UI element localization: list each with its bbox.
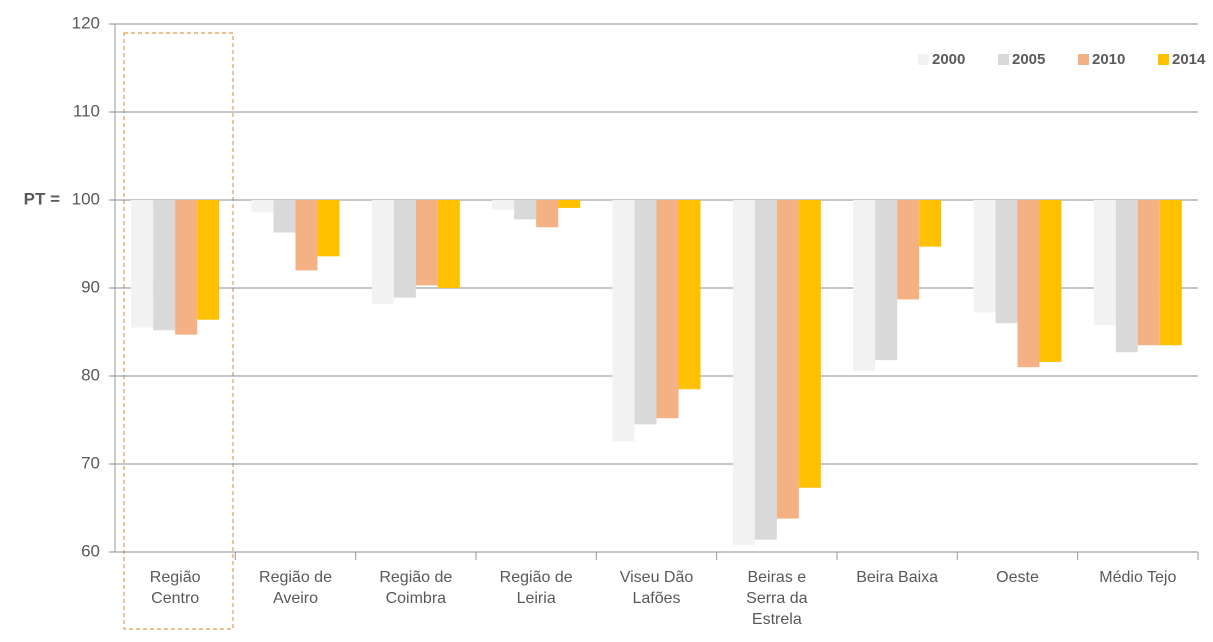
x-tick-label: Região de Coimbra — [379, 569, 453, 607]
bar — [776, 200, 799, 519]
legend-swatch — [1078, 54, 1089, 65]
legend-swatch — [918, 54, 929, 65]
y-tick-label: 90 — [81, 277, 100, 296]
bar — [317, 200, 340, 257]
bar — [919, 200, 942, 247]
y-tick-label: 110 — [73, 101, 100, 120]
bar — [153, 200, 176, 331]
bar — [273, 200, 296, 233]
bar — [897, 200, 920, 300]
bar — [1115, 200, 1138, 353]
bar — [1159, 200, 1182, 346]
x-tick-label: Beira Baixa — [856, 569, 939, 586]
bar — [656, 200, 679, 419]
bar — [437, 200, 460, 288]
bar — [558, 200, 581, 208]
bar — [415, 200, 438, 286]
bar — [295, 200, 318, 271]
bar — [875, 200, 898, 361]
x-tick-label: Região de Leiria — [499, 569, 573, 607]
y-tick-label: 120 — [72, 13, 100, 32]
bar — [492, 200, 515, 210]
bar — [995, 200, 1018, 324]
x-tick-label: Região Centro — [149, 569, 201, 607]
y-tick-label: 70 — [81, 453, 100, 472]
legend-label: 2010 — [1092, 51, 1125, 68]
x-tick-label: Beiras e Serra da Estrela — [746, 569, 808, 628]
y-tick-label: 60 — [81, 541, 100, 560]
highlight-box — [123, 32, 234, 630]
baseline-label: PT = — [24, 189, 60, 208]
bar — [634, 200, 657, 425]
bar — [197, 200, 220, 320]
bar — [393, 200, 416, 298]
bar — [798, 200, 821, 488]
legend-swatch — [998, 54, 1009, 65]
legend-label: 2014 — [1172, 51, 1206, 68]
bar — [754, 200, 777, 540]
bar — [175, 200, 198, 335]
bar — [371, 200, 394, 304]
x-tick-label: Região de Aveiro — [259, 569, 332, 607]
x-tick-label: Médio Tejo — [1099, 569, 1177, 586]
bar — [612, 200, 635, 442]
bar — [853, 200, 876, 371]
bar — [732, 200, 755, 545]
bar — [1093, 200, 1116, 325]
bar — [973, 200, 996, 313]
bar — [1017, 200, 1040, 368]
y-tick-label: 80 — [81, 365, 100, 384]
x-tick-label: Viseu Dão Lafões — [619, 569, 694, 607]
bar — [131, 200, 154, 328]
y-tick-label: 100 — [72, 189, 100, 208]
legend-label: 2000 — [932, 51, 965, 68]
bar — [1039, 200, 1062, 362]
legend-swatch — [1158, 54, 1169, 65]
legend-label: 2005 — [1012, 51, 1045, 68]
bar — [251, 200, 274, 213]
bar — [536, 200, 559, 228]
bar — [1137, 200, 1160, 346]
x-tick-label: Oeste — [996, 569, 1039, 586]
bar — [514, 200, 537, 220]
bar — [678, 200, 701, 390]
